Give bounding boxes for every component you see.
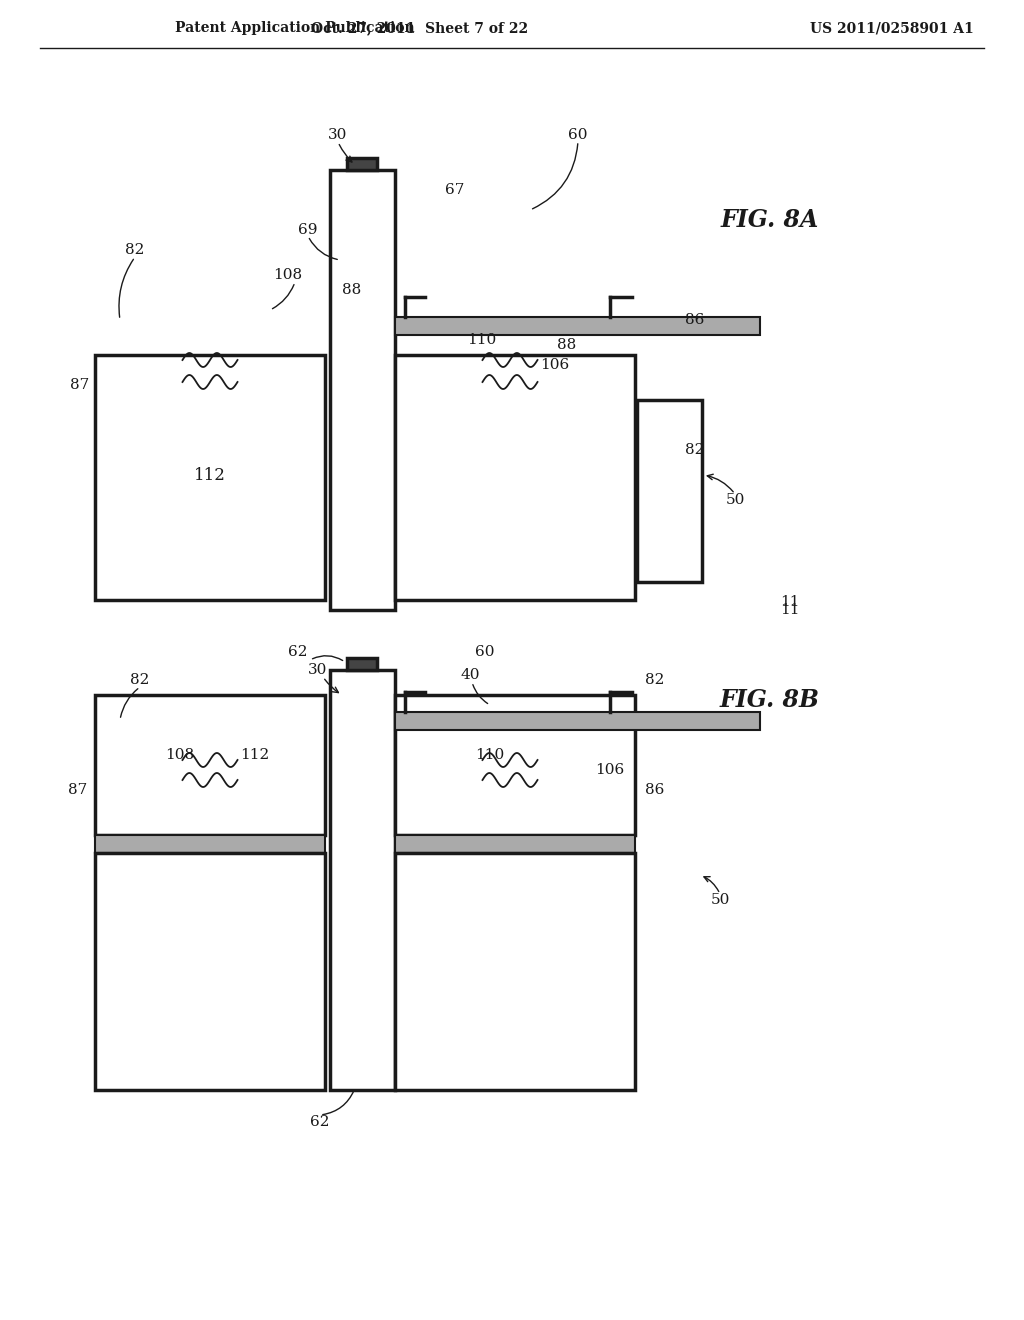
Text: US 2011/0258901 A1: US 2011/0258901 A1: [810, 21, 974, 36]
Text: 87: 87: [71, 378, 90, 392]
Bar: [395, 696, 635, 836]
Text: 50: 50: [725, 492, 744, 507]
Text: 82: 82: [645, 673, 665, 686]
Text: 11: 11: [780, 595, 800, 609]
Bar: [395, 355, 635, 601]
Bar: [395, 853, 635, 1090]
Bar: [95, 355, 325, 601]
Text: 108: 108: [273, 268, 302, 282]
Bar: [395, 317, 760, 335]
Bar: [95, 696, 325, 836]
Text: 40: 40: [460, 668, 480, 682]
Text: 69: 69: [298, 223, 317, 238]
Bar: [330, 170, 395, 610]
Text: Patent Application Publication: Patent Application Publication: [175, 21, 415, 36]
Text: 82: 82: [125, 243, 144, 257]
Text: 87: 87: [69, 783, 88, 797]
Text: FIG. 8B: FIG. 8B: [720, 688, 820, 711]
Text: 86: 86: [685, 313, 705, 327]
Text: 82: 82: [130, 673, 150, 686]
Bar: [637, 400, 702, 582]
Text: 82: 82: [685, 444, 705, 457]
Text: 30: 30: [308, 663, 328, 677]
Text: 60: 60: [568, 128, 588, 143]
Text: 60: 60: [475, 645, 495, 659]
Text: 112: 112: [195, 466, 226, 483]
Text: 88: 88: [342, 282, 361, 297]
Text: 106: 106: [595, 763, 625, 777]
Text: Oct. 27, 2011  Sheet 7 of 22: Oct. 27, 2011 Sheet 7 of 22: [311, 21, 528, 36]
Text: 67: 67: [445, 183, 465, 197]
Text: 30: 30: [329, 128, 348, 143]
Text: 106: 106: [541, 358, 569, 372]
Bar: [95, 853, 325, 1090]
Bar: [347, 158, 377, 170]
Text: 86: 86: [645, 783, 665, 797]
Text: 110: 110: [467, 333, 497, 347]
Text: 62: 62: [310, 1115, 330, 1129]
Text: 108: 108: [166, 748, 195, 762]
Text: FIG. 8A: FIG. 8A: [721, 209, 819, 232]
Text: 50: 50: [711, 894, 730, 907]
Text: 11: 11: [780, 603, 800, 616]
Bar: [347, 657, 377, 671]
Text: 112: 112: [241, 748, 269, 762]
Text: 88: 88: [557, 338, 577, 352]
Bar: [330, 671, 395, 1090]
Text: 62: 62: [288, 645, 308, 659]
Text: 110: 110: [475, 748, 505, 762]
Bar: [95, 836, 325, 853]
Bar: [395, 836, 635, 853]
Bar: [395, 711, 760, 730]
